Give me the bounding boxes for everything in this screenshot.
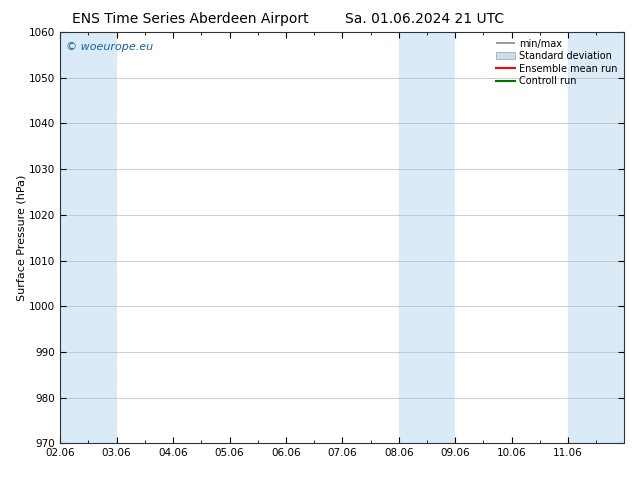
Text: ENS Time Series Aberdeen Airport: ENS Time Series Aberdeen Airport <box>72 12 309 26</box>
Bar <box>399 32 455 443</box>
Bar <box>568 32 624 443</box>
Text: Sa. 01.06.2024 21 UTC: Sa. 01.06.2024 21 UTC <box>346 12 504 26</box>
Legend: min/max, Standard deviation, Ensemble mean run, Controll run: min/max, Standard deviation, Ensemble me… <box>494 37 619 88</box>
Y-axis label: Surface Pressure (hPa): Surface Pressure (hPa) <box>16 174 27 301</box>
Text: © woeurope.eu: © woeurope.eu <box>66 42 153 52</box>
Bar <box>60 32 117 443</box>
